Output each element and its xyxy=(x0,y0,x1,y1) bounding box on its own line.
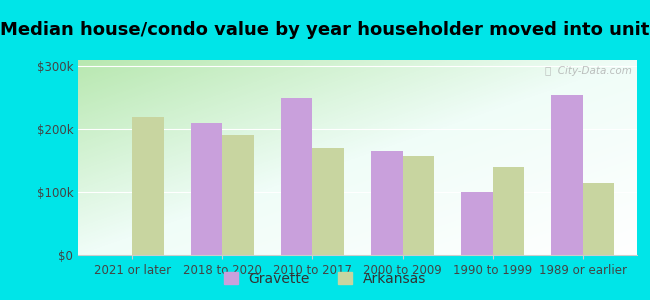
Bar xyxy=(313,148,344,255)
Legend: Gravette, Arkansas: Gravette, Arkansas xyxy=(220,268,430,290)
Bar xyxy=(551,94,583,255)
Bar xyxy=(222,136,254,255)
Bar xyxy=(281,98,313,255)
Bar xyxy=(132,117,164,255)
Bar xyxy=(190,123,222,255)
Bar xyxy=(583,183,614,255)
Bar xyxy=(371,151,402,255)
Bar xyxy=(493,167,525,255)
Bar xyxy=(402,156,434,255)
Text: Median house/condo value by year householder moved into unit: Median house/condo value by year househo… xyxy=(0,21,650,39)
Text: ⓘ  City-Data.com: ⓘ City-Data.com xyxy=(545,66,631,76)
Bar xyxy=(462,192,493,255)
